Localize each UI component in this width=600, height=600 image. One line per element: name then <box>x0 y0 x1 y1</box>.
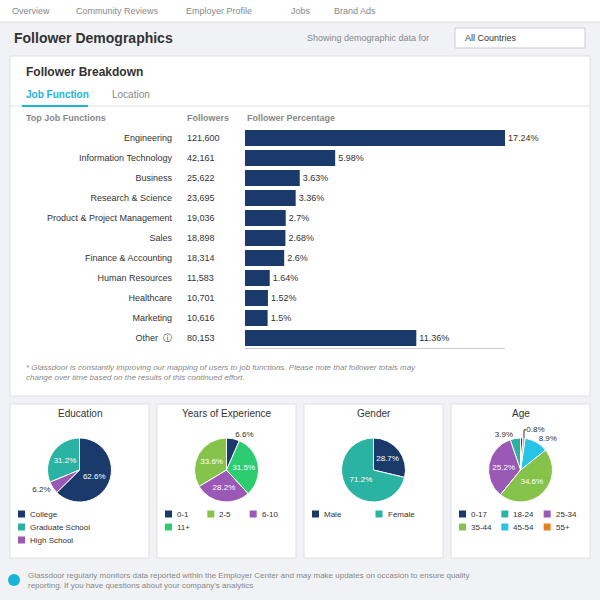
svg-text:1.64%: 1.64% <box>273 273 299 283</box>
svg-text:College: College <box>30 510 58 519</box>
svg-text:18,898: 18,898 <box>187 233 215 243</box>
svg-text:0.8%: 0.8% <box>526 425 544 434</box>
svg-text:6.6%: 6.6% <box>235 430 253 439</box>
svg-text:Glassdoor regularly monitors d: Glassdoor regularly monitors data report… <box>28 571 470 590</box>
svg-text:11,583: 11,583 <box>187 273 214 283</box>
svg-text:19,036: 19,036 <box>187 213 215 223</box>
svg-text:Follower Demographics: Follower Demographics <box>14 30 173 46</box>
svg-text:Engineering: Engineering <box>124 133 172 143</box>
svg-text:25,622: 25,622 <box>187 173 215 183</box>
svg-text:8.9%: 8.9% <box>539 434 557 443</box>
svg-text:Marketing: Marketing <box>132 313 172 323</box>
svg-text:10,616: 10,616 <box>187 313 215 323</box>
svg-text:6.2%: 6.2% <box>32 485 50 494</box>
svg-text:1.5%: 1.5% <box>271 313 292 323</box>
svg-text:3.36%: 3.36% <box>299 193 325 203</box>
svg-text:42,161: 42,161 <box>187 153 215 163</box>
svg-text:31.2%: 31.2% <box>54 456 77 465</box>
svg-text:High School: High School <box>30 536 73 545</box>
svg-text:0-1: 0-1 <box>177 510 189 519</box>
svg-text:Location: Location <box>112 89 150 100</box>
svg-text:17.24%: 17.24% <box>508 133 539 143</box>
svg-text:Follower Percentage: Follower Percentage <box>247 113 335 123</box>
svg-text:2-5: 2-5 <box>219 510 231 519</box>
svg-text:Information Technology: Information Technology <box>79 153 172 163</box>
svg-text:Employer Profile: Employer Profile <box>186 6 252 16</box>
svg-text:62.6%: 62.6% <box>83 472 106 481</box>
svg-text:All Countries: All Countries <box>465 33 517 43</box>
svg-text:121,600: 121,600 <box>187 133 220 143</box>
svg-text:Top Job Functions: Top Job Functions <box>26 113 106 123</box>
svg-text:Overview: Overview <box>12 6 50 16</box>
svg-text:Job Function: Job Function <box>26 89 89 100</box>
svg-text:Sales: Sales <box>149 233 172 243</box>
svg-text:23,695: 23,695 <box>187 193 215 203</box>
svg-text:Other ⓘ: Other ⓘ <box>135 333 172 343</box>
svg-text:2.68%: 2.68% <box>288 233 314 243</box>
svg-text:Education: Education <box>58 408 102 419</box>
svg-text:35-44: 35-44 <box>471 523 492 532</box>
svg-text:Finance & Accounting: Finance & Accounting <box>85 253 172 263</box>
svg-text:28.7%: 28.7% <box>376 454 399 463</box>
svg-text:25.2%: 25.2% <box>492 463 515 472</box>
svg-text:Product & Project Management: Product & Project Management <box>47 213 173 223</box>
svg-text:Brand Ads: Brand Ads <box>334 6 376 16</box>
svg-text:10,701: 10,701 <box>187 293 215 303</box>
svg-text:Showing demographic data for: Showing demographic data for <box>307 33 429 43</box>
svg-text:Graduate School: Graduate School <box>30 523 90 532</box>
svg-text:18,314: 18,314 <box>187 253 215 263</box>
svg-text:71.2%: 71.2% <box>350 475 373 484</box>
svg-text:45-54: 45-54 <box>513 523 534 532</box>
svg-text:Human Resources: Human Resources <box>97 273 172 283</box>
svg-text:25-34: 25-34 <box>556 510 577 519</box>
svg-text:11.36%: 11.36% <box>419 333 449 343</box>
svg-text:Healthcare: Healthcare <box>128 293 172 303</box>
svg-text:33.6%: 33.6% <box>200 457 223 466</box>
svg-text:6-10: 6-10 <box>262 510 279 519</box>
svg-text:Business: Business <box>135 173 172 183</box>
svg-text:Follower Breakdown: Follower Breakdown <box>26 65 143 79</box>
svg-text:31.5%: 31.5% <box>232 463 255 472</box>
svg-text:28.2%: 28.2% <box>213 483 236 492</box>
svg-text:* Glassdoor is constantly impr: * Glassdoor is constantly improving our … <box>26 363 416 382</box>
svg-text:11+: 11+ <box>177 523 190 532</box>
svg-text:18-24: 18-24 <box>513 510 534 519</box>
svg-text:2.6%: 2.6% <box>287 253 308 263</box>
svg-text:80,153: 80,153 <box>187 333 215 343</box>
svg-text:1.52%: 1.52% <box>271 293 297 303</box>
svg-text:2.7%: 2.7% <box>289 213 310 223</box>
svg-text:0-17: 0-17 <box>471 510 488 519</box>
svg-text:Years of Experience: Years of Experience <box>182 408 272 419</box>
svg-text:Male: Male <box>324 510 342 519</box>
svg-text:Age: Age <box>512 408 530 419</box>
svg-text:3.9%: 3.9% <box>495 430 513 439</box>
svg-text:3.63%: 3.63% <box>303 173 329 183</box>
svg-text:34.6%: 34.6% <box>520 477 543 486</box>
svg-text:55+: 55+ <box>556 523 570 532</box>
svg-text:Community Reviews: Community Reviews <box>76 6 159 16</box>
svg-text:Gender: Gender <box>357 408 391 419</box>
svg-text:Followers: Followers <box>187 113 229 123</box>
svg-text:Female: Female <box>388 510 415 519</box>
svg-text:Jobs: Jobs <box>291 6 311 16</box>
svg-text:5.98%: 5.98% <box>338 153 364 163</box>
svg-text:Research & Science: Research & Science <box>90 193 172 203</box>
